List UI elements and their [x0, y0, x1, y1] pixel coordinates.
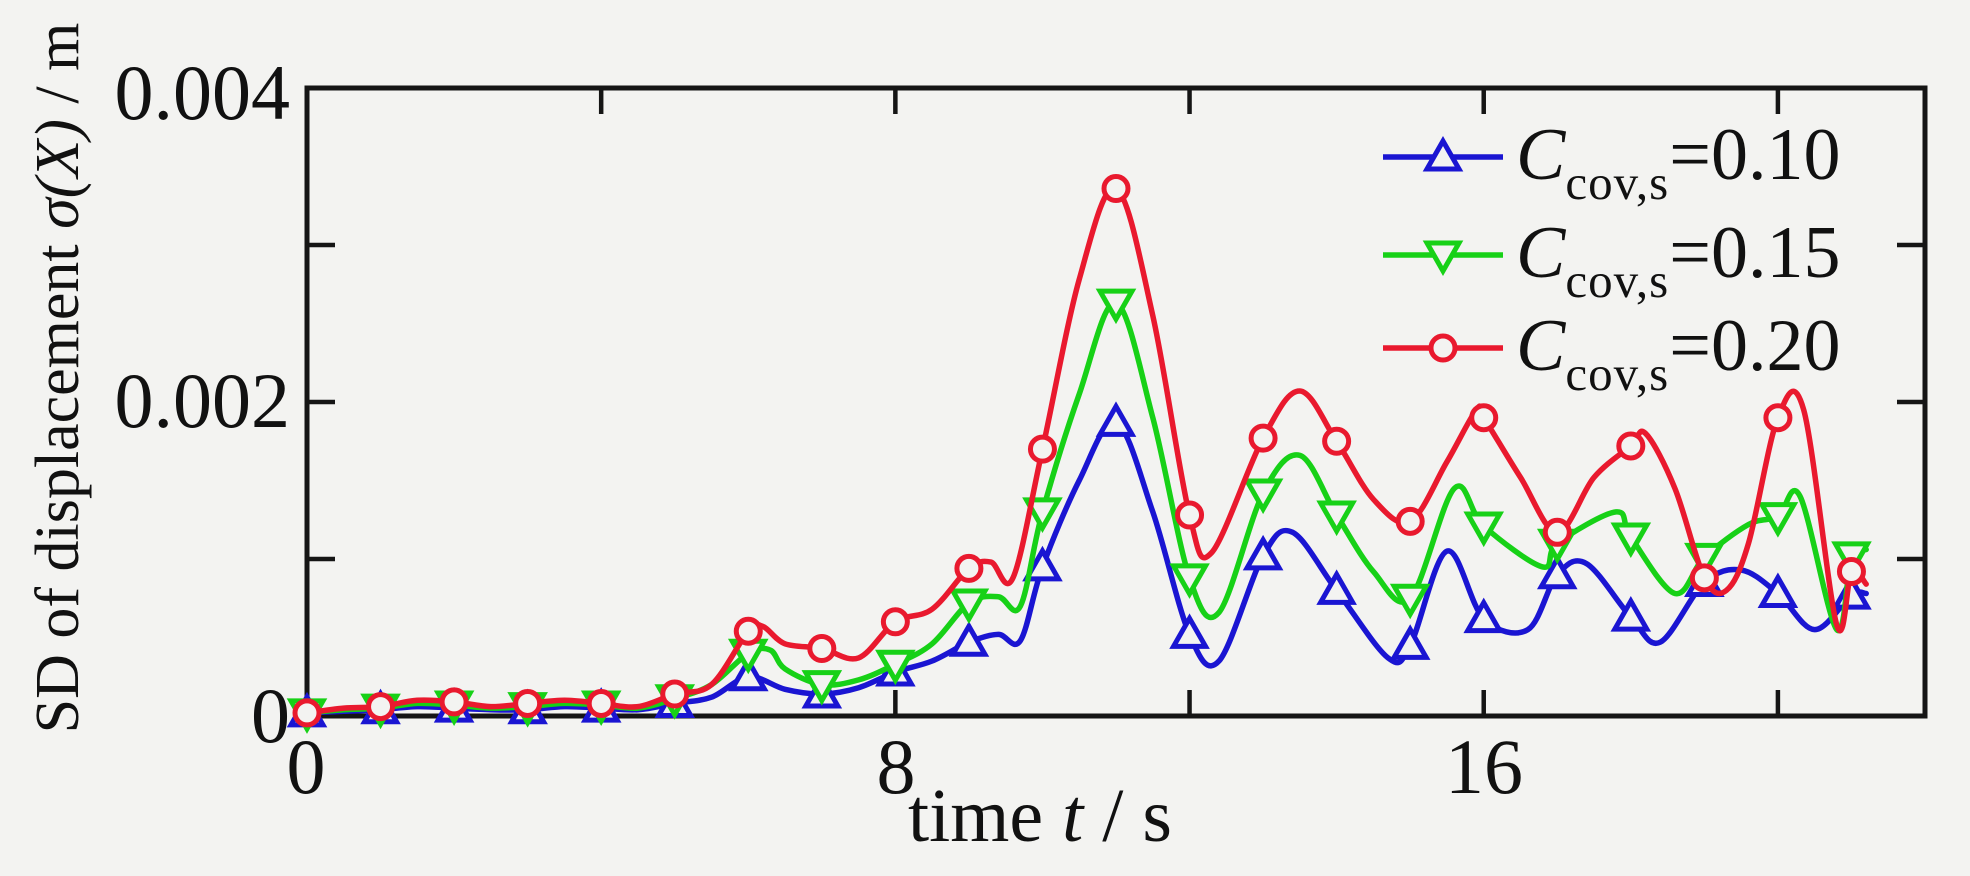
series-marker-ccov-0-20: [807, 633, 837, 663]
series-marker-ccov-0-15: [948, 588, 990, 624]
series-marker-ccov-0-10: [1463, 597, 1505, 634]
legend-subscript: cov,s: [1565, 253, 1670, 308]
series-line-ccov-0-10: [304, 419, 1869, 716]
x-axis-title: time t / s: [690, 774, 1390, 858]
y-tick-label-0: 0: [251, 672, 290, 759]
legend-item-ccov-0.20: Ccov,s=0.20: [1516, 300, 1840, 420]
series-marker-ccov-0-20: [1175, 500, 1205, 530]
x-axis-title-symbol: t: [1062, 774, 1084, 858]
series-marker-ccov-0-20: [1763, 403, 1793, 433]
series-marker-ccov-0-20: [366, 692, 396, 722]
series-marker-ccov-0-10: [1757, 572, 1799, 609]
series-marker-ccov-0-10: [1022, 545, 1063, 582]
x-tick-label-0: 0: [286, 723, 326, 810]
series-marker-ccov-0-20: [1248, 423, 1278, 453]
series-marker-ccov-0-10: [1536, 553, 1578, 590]
series-marker-ccov-0-10: [1610, 596, 1652, 632]
legend-item-ccov-0.10: Ccov,s=0.10: [1516, 109, 1840, 229]
series-marker-ccov-0-15: [801, 670, 843, 706]
series-marker-ccov-0-10: [948, 621, 990, 657]
series-marker-ccov-0-15: [1757, 502, 1799, 538]
series-marker-ccov-0-10: [1316, 569, 1357, 605]
series-marker-ccov-0-20: [1542, 517, 1572, 547]
legend-value: =0.15: [1669, 212, 1841, 294]
series-marker-ccov-0-15: [1316, 500, 1357, 537]
series-marker-ccov-0-20: [439, 687, 469, 717]
series-marker-ccov-0-20: [1689, 563, 1719, 593]
series-marker-ccov-0-15: [1169, 563, 1210, 599]
legend-symbol-c: C: [1516, 212, 1566, 294]
x-tick-label-8: 8: [876, 723, 916, 810]
series-marker-ccov-0-10: [1389, 624, 1431, 660]
series-marker-ccov-0-15: [1242, 478, 1284, 515]
y-axis-title-symbol: σ(X): [24, 119, 92, 229]
legend-symbol-c: C: [1516, 114, 1566, 196]
series-marker-ccov-0-20: [660, 679, 690, 709]
series-marker-ccov-0-15: [1022, 497, 1063, 533]
legend-sample-marker-ccov-0-15: [1422, 240, 1464, 277]
x-axis-title-unit: / s: [1083, 774, 1172, 858]
series-marker-ccov-0-20: [880, 607, 910, 637]
series-marker-ccov-0-15: [1389, 583, 1431, 620]
legend-subscript: cov,s: [1565, 155, 1670, 210]
legend-symbol-c: C: [1516, 305, 1566, 387]
series-marker-ccov-0-20: [954, 553, 984, 583]
series-line-ccov-0-20: [304, 185, 1869, 716]
series-marker-ccov-0-20: [513, 688, 543, 718]
series-marker-ccov-0-20: [1027, 434, 1057, 464]
y-axis-title-prefix: SD of displacement: [24, 228, 92, 734]
series-marker-ccov-0-20: [1616, 431, 1646, 461]
x-tick-label-16: 16: [1445, 723, 1523, 810]
series-marker-ccov-0-20: [1836, 557, 1866, 587]
series-marker-ccov-0-10: [1095, 401, 1137, 437]
plot-frame: [304, 85, 1928, 719]
legend-value: =0.20: [1669, 305, 1841, 387]
legend-sample-marker-ccov-0-10: [1422, 135, 1464, 172]
y-tick-label-0.004: 0.004: [114, 49, 291, 136]
series-marker-ccov-0-15: [875, 649, 916, 686]
series-marker-ccov-0-20: [1395, 506, 1425, 536]
series-marker-ccov-0-20: [1469, 403, 1499, 433]
legend-subscript: cov,s: [1565, 346, 1670, 401]
series-marker-ccov-0-20: [292, 698, 322, 728]
series-marker-ccov-0-15: [1463, 511, 1505, 548]
legend-value: =0.10: [1669, 114, 1841, 196]
series-marker-ccov-0-20: [1322, 426, 1352, 456]
x-axis-title-prefix: time: [908, 774, 1063, 858]
series-marker-ccov-0-15: [1610, 522, 1652, 559]
series-marker-ccov-0-20: [586, 688, 616, 718]
series-marker-ccov-0-10: [1169, 613, 1210, 649]
y-tick-label-0.002: 0.002: [114, 357, 291, 444]
series-marker-ccov-0-10: [1242, 534, 1284, 571]
series-marker-ccov-0-15: [1095, 288, 1137, 325]
legend-item-ccov-0.15: Ccov,s=0.15: [1516, 207, 1840, 327]
series-marker-ccov-0-10: [727, 655, 769, 692]
series-marker-ccov-0-20: [1101, 173, 1131, 203]
legend-sample-marker-ccov-0-20: [1428, 333, 1458, 363]
series-marker-ccov-0-20: [733, 616, 763, 646]
